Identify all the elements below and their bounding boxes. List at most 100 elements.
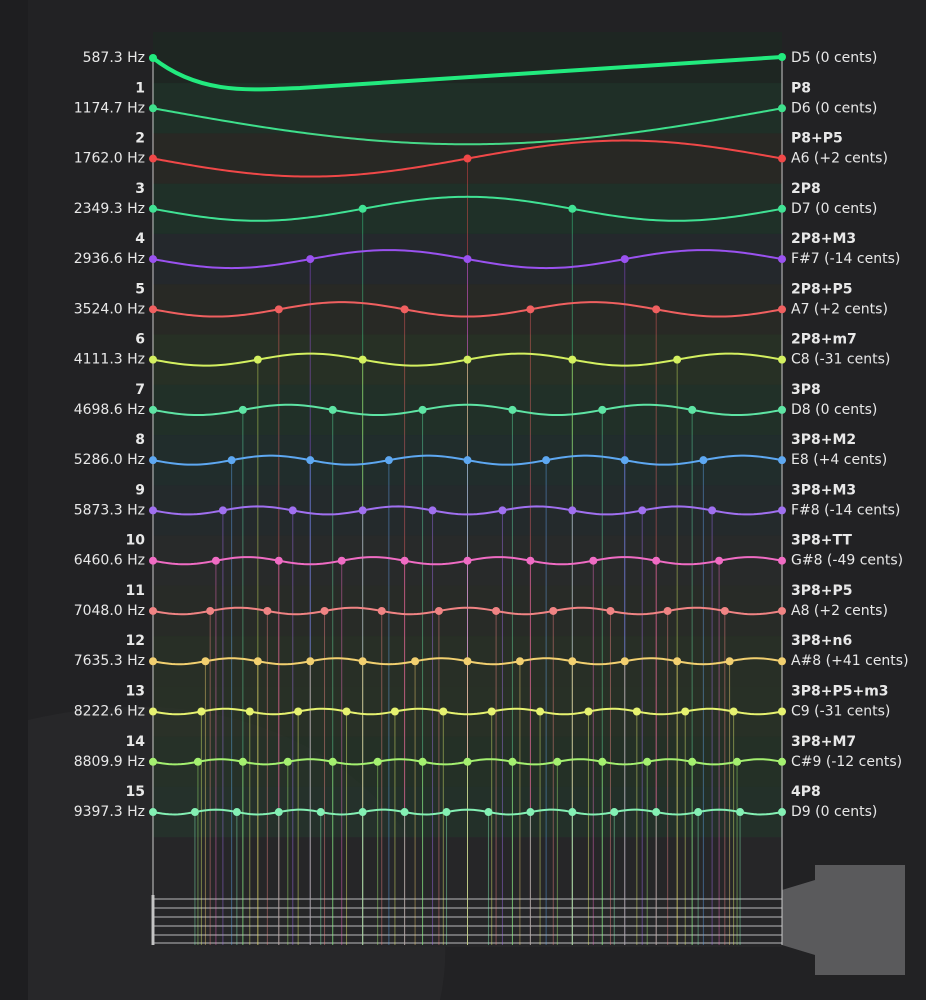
row-band: [153, 485, 782, 536]
frequency: 8222.6 Hz: [74, 704, 145, 720]
overtone-number: 13: [126, 684, 145, 700]
interval: P8+P5: [791, 131, 843, 147]
overtone-wave: [152, 505, 783, 516]
node: [620, 456, 629, 465]
node: [673, 657, 682, 666]
node: [492, 606, 501, 615]
frequency: 7048.0 Hz: [74, 603, 145, 619]
node: [778, 355, 786, 364]
interval: 4P8: [791, 784, 821, 800]
node: [610, 808, 619, 817]
note: C#9 (-12 cents): [791, 754, 902, 770]
note: A#8 (+41 cents): [791, 653, 909, 669]
node: [190, 808, 199, 817]
node: [729, 707, 738, 716]
node: [778, 204, 786, 213]
node: [632, 707, 641, 716]
row-band: [153, 284, 782, 335]
node: [149, 456, 157, 465]
overtone-wave: [152, 195, 783, 222]
row-band: [153, 686, 782, 737]
node: [149, 355, 157, 364]
node: [328, 405, 337, 414]
frequency: 5873.3 Hz: [74, 502, 145, 518]
node: [584, 707, 593, 716]
row-band: [153, 83, 782, 134]
node: [606, 606, 615, 615]
node: [442, 808, 451, 817]
note: C8 (-31 cents): [791, 352, 890, 368]
frequency: 2936.6 Hz: [74, 251, 145, 267]
node: [149, 104, 157, 113]
node: [377, 606, 386, 615]
node: [400, 808, 409, 817]
note: A8 (+2 cents): [791, 603, 888, 619]
node: [149, 204, 157, 213]
node: [274, 305, 283, 314]
overtone-number: 1: [135, 80, 145, 96]
node: [149, 255, 157, 264]
overtone-wave: [152, 301, 783, 318]
interval: 3P8+P5+m3: [791, 684, 889, 700]
plot-area: [153, 32, 782, 837]
interval: 3P8+TT: [791, 533, 852, 549]
node: [288, 506, 297, 515]
note: C9 (-31 cents): [791, 704, 890, 720]
overtone-number: 14: [126, 734, 146, 750]
node: [149, 154, 157, 163]
overtone-number: 5: [135, 281, 145, 297]
node: [253, 355, 262, 364]
overtone-number: 3: [135, 181, 145, 197]
node: [274, 556, 283, 565]
frequency: 4698.6 Hz: [74, 402, 145, 418]
node: [487, 707, 496, 716]
node: [638, 506, 647, 515]
node: [306, 456, 315, 465]
node: [778, 255, 786, 264]
interval: 2P8+M3: [791, 231, 856, 247]
node: [149, 707, 157, 716]
node: [643, 757, 652, 766]
node: [725, 657, 734, 666]
note: D9 (0 cents): [791, 804, 877, 820]
node: [699, 456, 708, 465]
note: D7 (0 cents): [791, 201, 877, 217]
frequency: 2349.3 Hz: [74, 201, 145, 217]
overtone-number: 9: [135, 482, 145, 498]
node: [778, 757, 786, 766]
node: [149, 506, 157, 515]
node: [778, 556, 786, 565]
overtone-number: 4: [135, 231, 145, 247]
node: [149, 606, 157, 615]
node: [568, 204, 577, 213]
interval: 2P8+P5: [791, 281, 852, 297]
node: [418, 405, 427, 414]
node: [263, 606, 272, 615]
node: [542, 456, 551, 465]
node: [708, 506, 717, 515]
frequency: 587.3 Hz: [83, 50, 145, 66]
node: [688, 757, 697, 766]
note: D5 (0 cents): [791, 50, 877, 66]
node: [681, 707, 690, 716]
node: [149, 54, 157, 62]
node: [568, 808, 577, 817]
frequency: 4111.3 Hz: [74, 352, 145, 368]
node: [463, 556, 472, 565]
frequency: 7635.3 Hz: [74, 653, 145, 669]
node: [149, 305, 157, 314]
node: [508, 757, 517, 766]
node: [778, 405, 786, 414]
node: [358, 657, 367, 666]
frequency: 1762.0 Hz: [74, 151, 145, 167]
node: [673, 355, 682, 364]
node: [428, 506, 437, 515]
node: [358, 506, 367, 515]
node: [598, 757, 607, 766]
node: [418, 757, 427, 766]
overtone-wave: [152, 403, 783, 417]
interval: 3P8+M2: [791, 432, 856, 448]
node: [253, 657, 262, 666]
